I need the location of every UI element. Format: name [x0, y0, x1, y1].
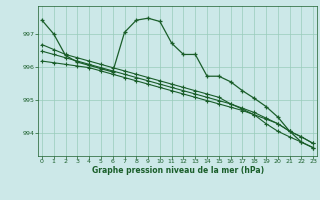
X-axis label: Graphe pression niveau de la mer (hPa): Graphe pression niveau de la mer (hPa) [92, 166, 264, 175]
